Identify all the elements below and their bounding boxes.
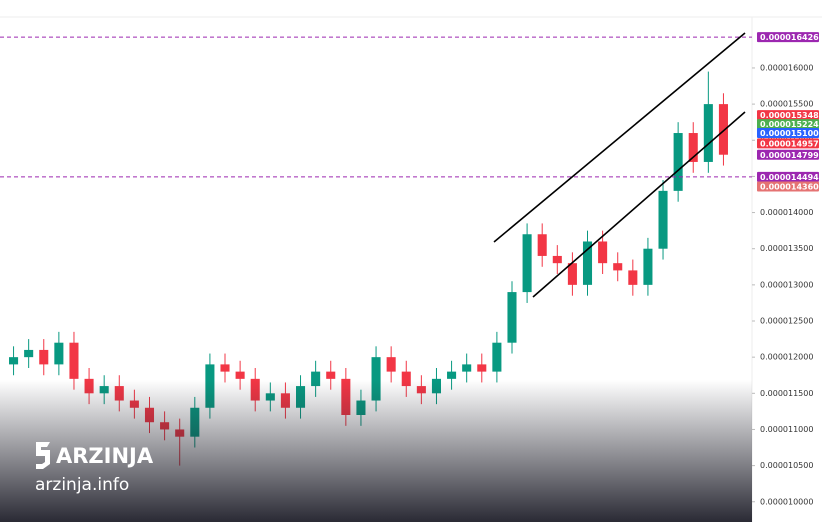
price-badge — [757, 128, 819, 139]
candle-body — [477, 364, 487, 372]
candle-body — [462, 364, 472, 372]
channel-lower — [532, 111, 746, 298]
candle-body — [447, 371, 457, 379]
candle-body — [371, 357, 381, 401]
candle-body — [9, 357, 19, 365]
candle-body — [69, 342, 79, 379]
price-badge-label: 0.000014799 — [760, 151, 819, 160]
candle-body — [492, 342, 502, 372]
y-tick-label: 0.000014000 — [760, 208, 813, 217]
watermark-fade — [0, 380, 752, 522]
price-badge-label: 0.000014494 — [760, 173, 819, 182]
price-badge — [757, 110, 819, 121]
candle-body — [703, 104, 713, 162]
y-tick-label: 0.000010500 — [760, 461, 813, 470]
price-badge-label: 0.000015224 — [760, 120, 819, 129]
candle-body — [567, 263, 577, 285]
y-tick-label: 0.000012000 — [760, 353, 813, 362]
price-badge-label: 0.000014957 — [760, 139, 819, 148]
candle-body — [718, 104, 728, 155]
price-badge-label: 0.000016426 — [760, 33, 819, 42]
y-tick-label: 0.000013000 — [760, 280, 813, 289]
y-tick-label: 0.000011000 — [760, 425, 813, 434]
candle-body — [54, 342, 64, 365]
candle-body — [643, 248, 653, 285]
y-tick-label: 0.000011500 — [760, 389, 813, 398]
price-axis: 0.0000160000.0000155000.0000150000.00001… — [752, 32, 819, 506]
candle-body — [522, 234, 532, 293]
candle-body — [582, 241, 593, 285]
site: arzinja.info — [35, 475, 129, 495]
candle-body — [326, 371, 336, 379]
brand: ARZINJA — [56, 444, 154, 468]
candle-body — [552, 255, 562, 264]
logo-icon — [36, 442, 50, 469]
price-badge — [757, 181, 819, 192]
price-badge — [757, 119, 819, 130]
candle-body — [537, 234, 547, 256]
price-badge-label: 0.000015348 — [760, 111, 819, 120]
candle-body — [628, 270, 638, 285]
candle-body — [688, 133, 698, 162]
channel-upper — [493, 32, 746, 243]
candle-body — [613, 263, 623, 271]
candle-body — [39, 349, 49, 365]
candle-body — [220, 364, 230, 372]
candle-body — [598, 241, 608, 264]
y-tick-label: 0.000012500 — [760, 317, 813, 326]
candle-body — [311, 371, 321, 387]
price-badge — [757, 171, 819, 182]
candle-body — [24, 349, 34, 358]
candle-body — [235, 371, 245, 379]
y-tick-label: 0.000016000 — [760, 63, 813, 72]
y-tick-label: 0.000015500 — [760, 100, 813, 109]
candle-body — [386, 357, 396, 372]
price-badge-label: 0.000015100 — [760, 129, 819, 138]
price-badge — [757, 149, 819, 160]
y-tick-label: 0.000013500 — [760, 244, 813, 253]
price-badge-label: 0.000014360 — [760, 183, 819, 192]
price-badge — [757, 138, 819, 149]
candle-body — [401, 371, 411, 387]
candle-body — [658, 190, 668, 249]
price-badge — [757, 32, 819, 43]
y-tick-label: 0.000010000 — [760, 497, 813, 506]
candle-body — [673, 133, 683, 191]
candle-body — [507, 292, 517, 343]
